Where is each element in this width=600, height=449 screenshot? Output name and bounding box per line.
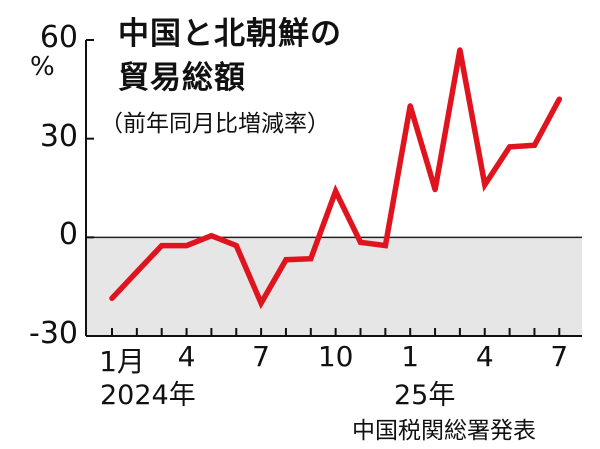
- data-point: [134, 269, 140, 275]
- y-tick-label: 0: [58, 217, 78, 253]
- x-tick-label: 10: [317, 340, 354, 373]
- source-note: 中国税関総署発表: [352, 418, 536, 444]
- data-point: [357, 239, 364, 245]
- y-tick-label: 30: [39, 118, 78, 154]
- data-point: [507, 144, 513, 150]
- chart-title-line1: 中国と北朝鮮の: [118, 16, 342, 52]
- data-point: [556, 96, 562, 102]
- x-tick-label: 1月: [99, 345, 145, 378]
- data-point: [333, 188, 339, 194]
- data-point: [183, 242, 190, 249]
- data-point: [407, 103, 413, 109]
- year-label: 2024年: [100, 380, 196, 411]
- data-point: [109, 295, 115, 301]
- y-axis-unit: %: [30, 52, 55, 82]
- data-points: [109, 47, 562, 306]
- chart-subtitle: （前年同月比増減率）: [100, 111, 330, 137]
- x-tick-label: 1: [401, 340, 420, 373]
- x-tick-label: 7: [252, 340, 270, 373]
- data-point: [382, 242, 388, 249]
- y-tick-marks: [86, 39, 94, 337]
- data-point: [432, 187, 438, 193]
- x-tick-label: 4: [475, 340, 494, 373]
- x-tick-label: 7: [550, 340, 569, 373]
- negative-region-band: [86, 237, 582, 336]
- data-point: [208, 233, 214, 239]
- data-point: [531, 142, 538, 148]
- x-tick-marks: [111, 328, 561, 336]
- data-point: [159, 242, 165, 249]
- data-point: [457, 47, 463, 53]
- data-point: [233, 242, 239, 249]
- data-point: [308, 256, 314, 262]
- y-tick-label: 60: [39, 20, 78, 55]
- data-point: [258, 300, 264, 306]
- x-tick-label: 4: [177, 340, 196, 373]
- data-point: [283, 257, 289, 263]
- data-point: [482, 182, 488, 188]
- year-label: 25年: [394, 380, 456, 411]
- y-tick-label: -30: [29, 316, 78, 351]
- chart-title-line2: 貿易総額: [118, 60, 246, 96]
